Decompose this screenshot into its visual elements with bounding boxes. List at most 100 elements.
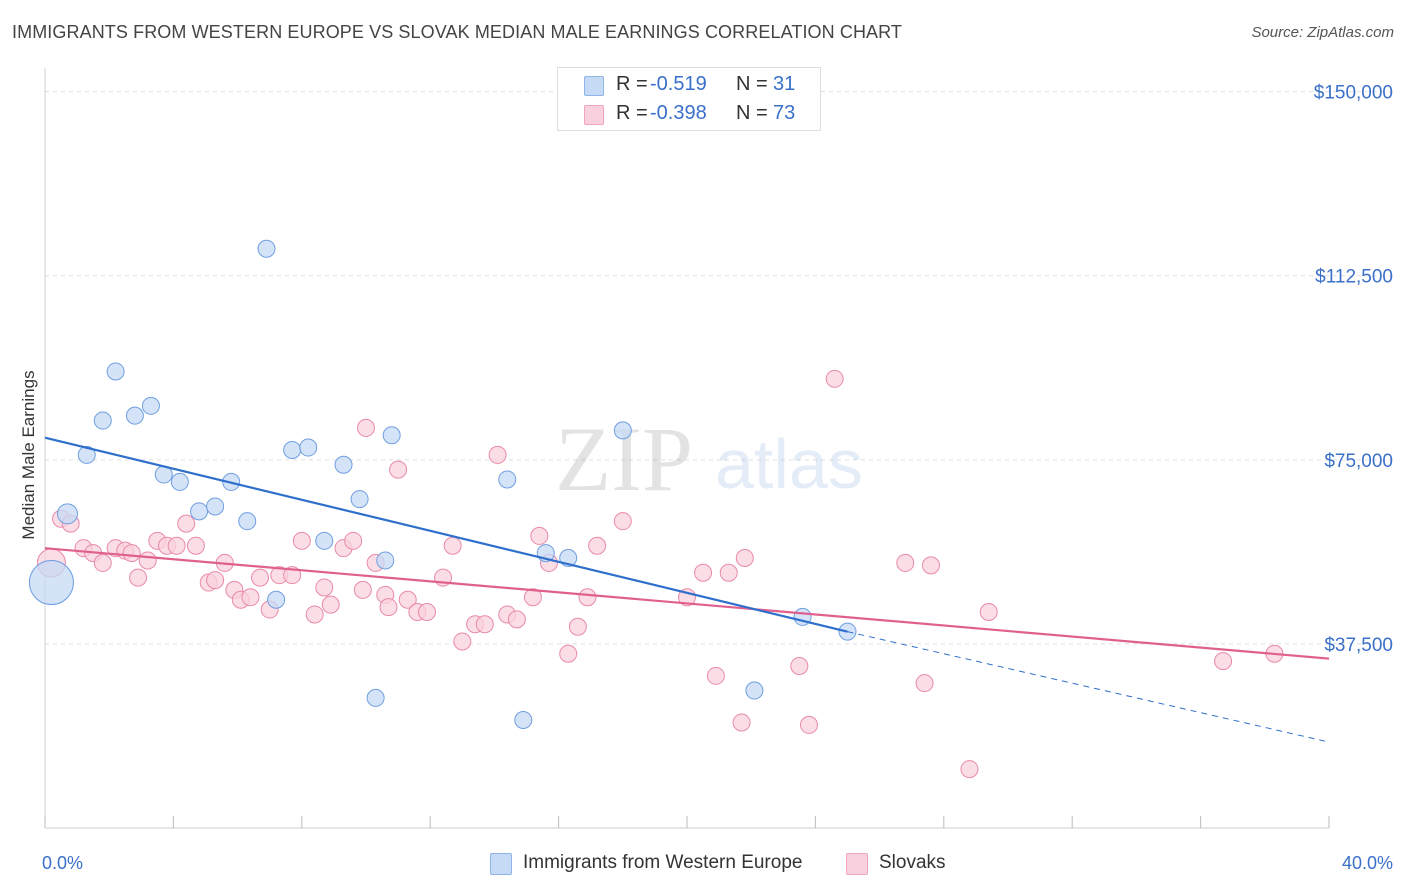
slovaks-point [443, 536, 462, 555]
slovaks-point [453, 632, 472, 651]
slovaks-point [315, 578, 334, 597]
slovaks-point [732, 713, 751, 732]
slovaks-point [177, 514, 196, 533]
tick-labels: $37,500 $75,000 $112,500 $150,000 0.0% 40.0% [42, 83, 1393, 873]
slovaks-point [122, 544, 141, 563]
x-tick-label: 40.0% [1342, 853, 1393, 873]
slovaks-point [613, 512, 632, 531]
slovaks-point [475, 615, 494, 634]
n-label: N = [736, 73, 768, 95]
western-europe-point [366, 688, 385, 707]
western-europe-point [56, 503, 78, 525]
western-europe-point [93, 411, 112, 430]
y-tick-label: $150,000 [1314, 83, 1393, 104]
slovaks-point [357, 418, 375, 437]
slovaks-point [921, 556, 940, 575]
slovaks-point [398, 590, 417, 609]
slovaks-point [694, 563, 713, 582]
slovaks-trend-line [44, 547, 1330, 660]
western-europe-point [257, 239, 276, 258]
western-europe-point [745, 681, 764, 700]
western-europe-point [125, 406, 144, 425]
slovaks-point [568, 617, 587, 636]
y-tick-label: $112,500 [1315, 267, 1393, 288]
axes [44, 68, 1330, 829]
western-europe-point [267, 590, 286, 609]
slovaks-point [507, 610, 526, 629]
western-europe-point [206, 497, 225, 516]
slovaks-point [305, 605, 324, 624]
western-europe-point [613, 421, 632, 440]
slovaks-point [530, 526, 549, 545]
slovaks-point [353, 580, 372, 599]
slovaks-point [379, 598, 398, 617]
grid-lines [45, 91, 1395, 645]
slovaks-point [344, 531, 363, 550]
western-europe-point [376, 551, 395, 570]
slovaks-point [719, 563, 738, 582]
n-value: 31 [773, 73, 796, 95]
slovaks-point [915, 674, 934, 693]
r-label: R = [616, 73, 648, 95]
slovaks-point [578, 588, 597, 607]
western-europe-point [77, 445, 96, 464]
western-europe-point [382, 426, 401, 445]
slovaks-point [523, 588, 542, 607]
watermark: ZIP atlas [555, 408, 863, 510]
legend-swatch-blue [584, 76, 604, 96]
r-value: -0.398 [650, 102, 707, 124]
n-value: 73 [773, 102, 796, 124]
western-europe-points [28, 239, 857, 729]
slovaks-points [36, 369, 1284, 779]
slovaks-point [1214, 652, 1233, 671]
slovaks-point [129, 568, 148, 587]
slovaks-point [251, 568, 270, 587]
x-tick-label: 0.0% [42, 853, 83, 873]
slovaks-point [283, 566, 302, 585]
source-label: Source: ZipAtlas.com [1251, 24, 1394, 41]
y-axis-label: Median Male Earnings [19, 370, 38, 539]
slovaks-point [186, 536, 205, 555]
n-label: N = [736, 102, 768, 124]
bottom-legend-label: Slovaks [879, 852, 946, 873]
r-value: -0.519 [650, 73, 707, 95]
trend-lines [44, 436, 1330, 743]
slovaks-point [735, 549, 754, 567]
slovaks-point [588, 536, 607, 555]
slovaks-point [389, 460, 408, 479]
bottom-legend-label: Immigrants from Western Europe [523, 852, 803, 873]
slovaks-point [825, 369, 844, 388]
legend-row-slovaks: R = -0.398 N = 73 [558, 100, 820, 130]
slovaks-point [321, 595, 340, 614]
western-europe-point [283, 441, 302, 459]
bottom-legend-swatch-pink [846, 853, 868, 875]
western-europe-trend-line [44, 436, 848, 633]
slovaks-point [559, 644, 578, 663]
western-europe-point [141, 396, 160, 415]
y-tick-label: $37,500 [1324, 635, 1393, 656]
western-europe-point [498, 470, 517, 489]
western-europe-point [106, 362, 125, 381]
correlation-legend: R = -0.519 N = 31 R = -0.398 N = 73 [557, 67, 821, 131]
western-europe-point [350, 490, 369, 509]
western-europe-point [28, 560, 74, 606]
western-europe-trend-extension [847, 631, 1330, 743]
slovaks-point [979, 603, 998, 621]
bottom-legend-swatch-blue [490, 853, 512, 875]
slovaks-point [960, 760, 979, 779]
chart-title: IMMIGRANTS FROM WESTERN EUROPE VS SLOVAK… [12, 22, 903, 42]
western-europe-point [315, 531, 334, 550]
legend-row-western-europe: R = -0.519 N = 31 [558, 71, 820, 101]
r-label: R = [616, 102, 648, 124]
slovaks-point [167, 536, 186, 555]
western-europe-point [334, 455, 353, 474]
western-europe-point [190, 502, 209, 521]
slovaks-point [706, 666, 725, 685]
slovaks-point [790, 657, 809, 675]
slovaks-point [292, 531, 311, 550]
slovaks-point [206, 571, 225, 590]
western-europe-point [238, 512, 257, 531]
western-europe-point [514, 711, 533, 729]
slovaks-point [241, 588, 260, 607]
legend-swatch-pink [584, 105, 604, 125]
